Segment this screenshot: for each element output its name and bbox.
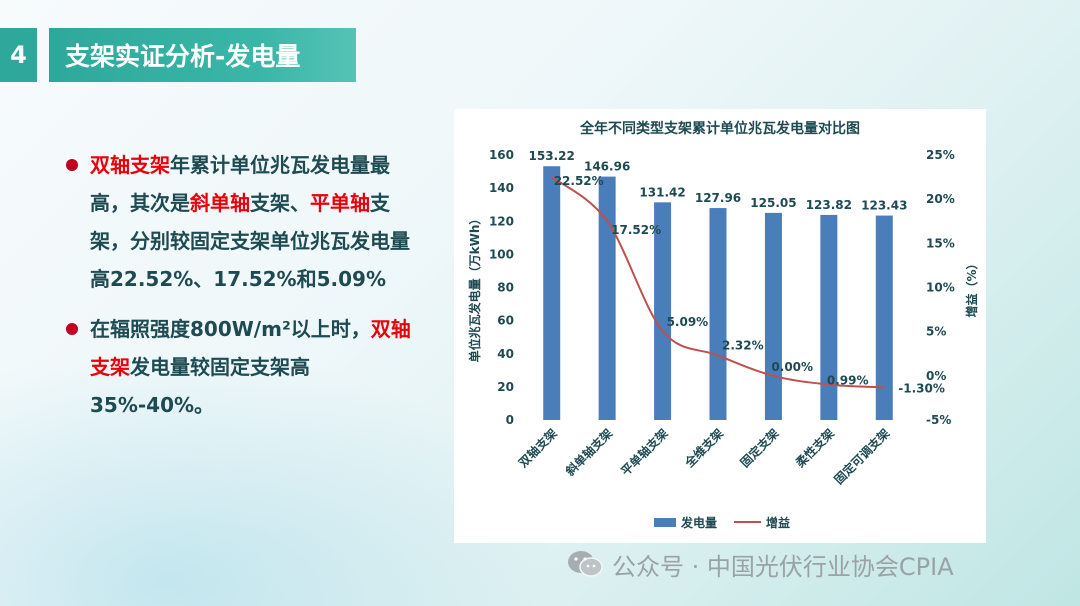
bullet-text: 双轴支架年累计单位兆瓦发电量最高，其次是斜单轴支架、平单轴支架，分别较固定支架单… (90, 153, 410, 291)
line-value-label: 22.52% (554, 174, 604, 188)
section-number: 4 (0, 28, 37, 82)
legend-bar-label: 发电量 (680, 515, 717, 530)
chart-title: 全年不同类型支架累计单位兆瓦发电量对比图 (579, 120, 860, 137)
bar (543, 166, 561, 420)
gain-line (551, 176, 885, 389)
bar-value-label: 125.05 (750, 196, 796, 210)
line-value-label: 17.52% (611, 223, 661, 237)
bar-value-label: 127.96 (695, 191, 741, 205)
bar (654, 202, 672, 420)
bar (764, 212, 782, 420)
watermark-text: 公众号 · 中国光伏行业协会CPIA (612, 552, 954, 581)
y2-tick-label: 15% (926, 236, 955, 250)
x-tick-label: 平单轴支架 (618, 426, 671, 479)
bullet-dot-icon (66, 159, 78, 171)
bar (875, 215, 893, 420)
bar-value-label: 153.22 (529, 149, 575, 163)
x-tick-label: 全维支架 (681, 426, 726, 471)
bar-value-label: 146.96 (584, 160, 630, 174)
body-text: 在辐照强度800W/m²以上时， (90, 317, 371, 341)
y2-tick-label: 5% (926, 325, 946, 339)
x-tick-label: 柔性支架 (792, 426, 837, 471)
y-tick-label: 140 (489, 181, 514, 195)
highlight-text: 斜单轴 (190, 191, 250, 215)
bar (709, 208, 727, 420)
line-value-label: 0.99% (827, 374, 869, 388)
page-title: 支架实证分析-发电量 (49, 28, 356, 82)
bar (820, 214, 838, 420)
x-tick-label: 双轴支架 (515, 426, 560, 471)
y-tick-label: 160 (489, 148, 514, 162)
bar-value-label: 123.82 (806, 198, 852, 212)
x-tick-label: 斜单轴支架 (562, 426, 616, 480)
bullet-list: 双轴支架年累计单位兆瓦发电量最高，其次是斜单轴支架、平单轴支架，分别较固定支架单… (66, 146, 426, 424)
chart-panel: 全年不同类型支架累计单位兆瓦发电量对比图 0 20 40 60 80 100 120 140 1… (454, 109, 986, 543)
wechat-icon (568, 551, 603, 577)
body-text: 支架，分别较固定支架单位兆瓦发电量高22.52%、17.52%和5.09% (90, 191, 410, 291)
line-value-label: 5.09% (667, 315, 709, 329)
legend-line-label: 增益 (766, 515, 790, 530)
highlight-text: 双轴支架 (90, 317, 411, 379)
y2-tick-label: 25% (926, 148, 955, 162)
bar (598, 176, 616, 420)
y-tick-label: 100 (489, 247, 514, 261)
line-value-label: -1.30% (898, 381, 945, 395)
y2-tick-label: 0% (926, 369, 946, 383)
x-tick-label: 固定可调支架 (831, 426, 893, 488)
bullet-item: 在辐照强度800W/m²以上时，双轴支架发电量较固定支架高35%-40%。 (66, 310, 426, 424)
legend-bar-swatch (654, 518, 676, 527)
y2-axis-title: 增益（%） (964, 257, 979, 317)
line-value-label: 0.00% (771, 360, 813, 374)
highlight-text: 平单轴 (310, 191, 370, 215)
y2-tick-label: 20% (926, 192, 955, 206)
y2-tick-label: 10% (926, 281, 955, 295)
y-tick-label: 80 (497, 281, 514, 295)
y-tick-label: 60 (497, 314, 514, 328)
y-tick-label: 40 (497, 347, 514, 361)
y-tick-label: 0 (506, 413, 514, 427)
bar-value-label: 123.43 (861, 199, 907, 213)
chart: 全年不同类型支架累计单位兆瓦发电量对比图 0 20 40 60 80 100 120 140 1… (467, 120, 979, 530)
x-tick-label: 固定支架 (737, 426, 782, 471)
bullet-item: 双轴支架年累计单位兆瓦发电量最高，其次是斜单轴支架、平单轴支架，分别较固定支架单… (66, 146, 426, 298)
highlight-text: 双轴支架 (90, 153, 170, 177)
body-text: 年累计单位兆瓦发电量最高，其次是 (90, 153, 390, 215)
line-value-label: 2.32% (722, 338, 764, 352)
body-text: 发电量较固定支架高35%-40%。 (90, 355, 310, 417)
y-tick-label: 20 (497, 380, 514, 394)
bullet-text: 在辐照强度800W/m²以上时，双轴支架发电量较固定支架高35%-40%。 (90, 317, 411, 417)
body-text: 支架、 (250, 191, 310, 215)
bar-value-label: 131.42 (639, 185, 685, 199)
y-axis-title: 单位兆瓦发电量（万kWh） (467, 213, 482, 363)
watermark: 公众号 · 中国光伏行业协会CPIA (566, 547, 954, 581)
y2-tick-label: -5% (926, 413, 951, 427)
bullet-dot-icon (66, 323, 78, 335)
y-tick-label: 120 (489, 214, 514, 228)
